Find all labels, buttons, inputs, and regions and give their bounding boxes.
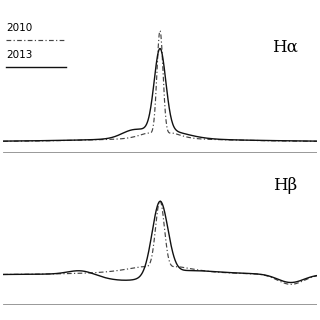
Text: 2013: 2013 <box>6 50 32 60</box>
Text: 2010: 2010 <box>6 23 32 33</box>
Text: Hβ: Hβ <box>273 177 298 194</box>
Text: Hα: Hα <box>273 38 298 55</box>
